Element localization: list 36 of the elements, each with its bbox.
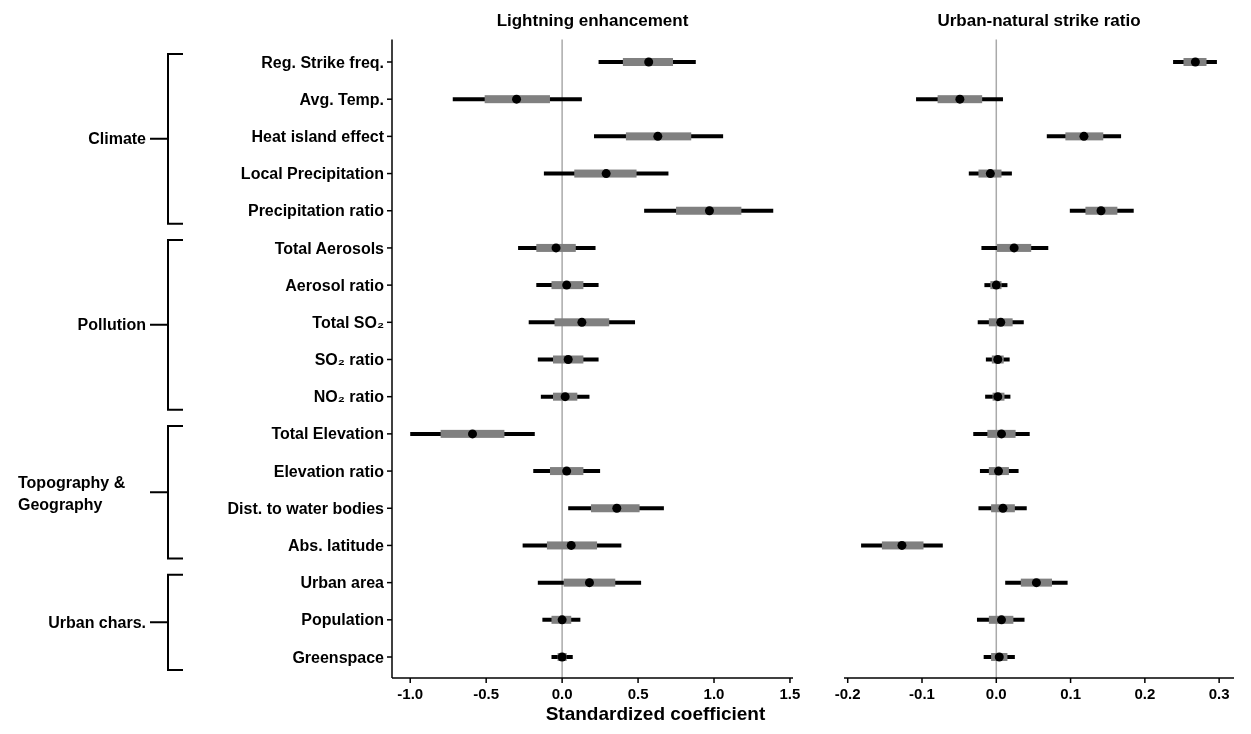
text: Topography & Geography [18,473,126,513]
text: Pollution [77,316,146,334]
x-tick-label: 0.2 [1134,685,1156,702]
y-tick-label: Abs. latitude [287,537,385,555]
y-tick-label: SO₂ ratio [314,351,385,369]
x-tick-label: 0.1 [1060,685,1081,702]
y-tick-label: Reg. Strike freq. [261,53,384,71]
y-tick-label: Population [301,611,384,629]
text: Climate [88,130,147,148]
x-tick-label: 0.0 [985,685,1007,702]
x-tick-label: -1.0 [397,685,424,702]
y-tick-label: Local Precipitation [240,165,384,183]
y-tick-label: Total Aerosols [274,239,385,257]
y-tick-label: Avg. Temp. [299,90,384,108]
x-tick-label: -0.5 [473,685,500,702]
x-tick-label: 0.5 [627,685,649,702]
x-tick-label: 1.0 [703,685,725,702]
y-tick-label: Total Elevation [271,425,384,443]
y-tick-label: Urban area [300,574,385,592]
y-tick-label: Heat island effect [251,127,385,145]
y-tick-label: NO₂ ratio [313,388,385,406]
y-tick-label: Dist. to water bodies [227,499,385,517]
chart-title: Lightning enhancement [496,11,689,30]
x-tick-label: -0.2 [834,685,861,702]
x-tick-label: 0.3 [1208,685,1230,702]
y-tick-label: Elevation ratio [273,462,385,480]
y-tick-label: Total SO₂ [312,313,384,331]
y-tick-label: Precipitation ratio [247,202,385,220]
x-tick-label: 1.5 [779,685,801,702]
chart-title: Urban-natural strike ratio [937,11,1141,30]
text: Urban chars. [48,613,146,631]
y-tick-label: Aerosol ratio [285,276,385,294]
y-tick-label: Greenspace [292,648,385,666]
x-tick-label: 0.0 [551,685,573,702]
x-tick-label: -0.1 [909,685,935,702]
x-axis-title: Standardized coefficient [545,703,766,724]
